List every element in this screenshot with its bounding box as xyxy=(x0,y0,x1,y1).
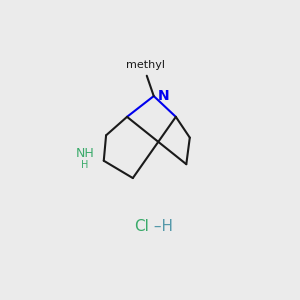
Text: NH: NH xyxy=(76,147,94,160)
Text: –H: –H xyxy=(149,219,173,234)
Text: N: N xyxy=(158,88,170,103)
Text: Cl: Cl xyxy=(134,219,149,234)
Text: H: H xyxy=(82,160,89,170)
Text: methyl: methyl xyxy=(126,60,165,70)
